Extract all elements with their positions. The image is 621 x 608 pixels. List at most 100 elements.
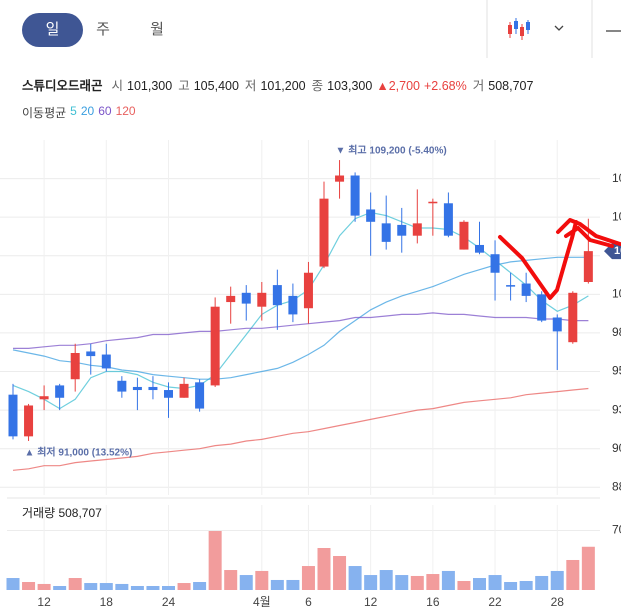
candle-body: [350, 175, 360, 216]
field-value: 101,200: [260, 79, 306, 93]
candle-body: [179, 383, 189, 398]
candle-body: [132, 386, 142, 391]
volume-bar: [255, 570, 269, 590]
candle-body: [412, 223, 422, 236]
candle-body: [552, 317, 562, 332]
volume-bar: [410, 575, 424, 590]
candle-body: [288, 295, 298, 315]
candle-body: [8, 394, 18, 437]
legend-entry: 60: [98, 104, 112, 118]
candle-body: [272, 285, 282, 306]
candle-body: [226, 295, 236, 303]
volume-value: 508,707: [488, 79, 534, 93]
candle-body: [506, 285, 516, 287]
volume-bar: [146, 586, 160, 590]
panel-title: 거래량 508,707: [22, 506, 102, 520]
candle-body: [257, 292, 267, 307]
price-tag-label: 103,300: [614, 245, 621, 257]
field-label: 저: [244, 79, 257, 93]
ma-line: [12, 387, 589, 471]
volume-bar: [53, 586, 67, 590]
volume-bar: [457, 580, 471, 590]
volume-bar: [504, 582, 518, 590]
y-tick-label: 93,000: [612, 402, 621, 416]
marks: ▼ 최고 109,200 (-5.40%) ▲ 최저 91,000 (13.52%…: [6, 144, 621, 590]
volume-bar: [535, 575, 549, 590]
field-label: 고: [178, 79, 190, 93]
volume-bar: [379, 570, 393, 590]
x-tick-label: 4월: [253, 595, 271, 608]
legend-title: 이동평균: [22, 106, 67, 120]
volume-bar: [566, 559, 580, 590]
volume-bar: [37, 583, 51, 590]
candle-body: [164, 390, 173, 398]
candle-body: [195, 382, 205, 409]
candle-body: [568, 292, 578, 343]
field-label: 시: [111, 79, 124, 93]
candle-body: [475, 244, 484, 253]
volume-bar: [193, 582, 207, 590]
x-tick-label: 18: [100, 595, 114, 608]
volume-bar: [22, 582, 36, 590]
volume-bar: [208, 531, 222, 590]
y-tick-label: 105,500: [612, 209, 621, 223]
candle-body: [319, 198, 329, 267]
volume-bar: [364, 575, 378, 590]
legend-entry: 5: [70, 104, 77, 118]
candle-body: [381, 223, 391, 242]
candle-body: [583, 251, 593, 282]
volume-bar: [84, 583, 98, 590]
y-tick-label: 98,000: [612, 325, 621, 339]
candle-body: [521, 283, 531, 296]
legend: 이동평균 5 20 60 120: [22, 104, 136, 121]
volume-bar: [239, 575, 253, 590]
volume-bar: [162, 586, 175, 590]
x-tick-label: 28: [551, 595, 565, 608]
field-label: 종: [311, 79, 324, 93]
volume-bar: [6, 578, 20, 590]
volume-bar: [441, 570, 455, 590]
candle-body: [70, 353, 80, 380]
candle-body: [241, 292, 251, 304]
volume-bar: [333, 556, 347, 590]
tab[interactable]: 월: [150, 21, 164, 38]
x-tick-label: 12: [364, 595, 378, 608]
stock-name: 스튜디오드래곤: [22, 79, 103, 93]
candle-body: [366, 209, 376, 222]
y-tick-label: 90,500: [612, 441, 621, 455]
volume-bar: [301, 566, 315, 590]
field-value: 101,300: [127, 79, 173, 93]
x-tick-label: 24: [162, 595, 176, 608]
ma-line: [13, 312, 589, 349]
volume-bar: [395, 575, 409, 590]
dropdown-chevron[interactable]: [554, 25, 564, 31]
y-tick-label: 700,000: [612, 523, 621, 537]
tab[interactable]: 주: [96, 21, 110, 38]
legend-entry: 20: [80, 104, 95, 118]
volume-bar: [224, 570, 238, 590]
volume-bar: [286, 579, 300, 590]
candle-body: [490, 254, 500, 273]
tab[interactable]: 일: [22, 13, 83, 47]
x-tick-label: 12: [37, 595, 51, 608]
chart-type-icon[interactable]: [508, 18, 530, 40]
volume-bar: [68, 578, 82, 590]
max-annotation: ▼ 최고 109,200 (-5.40%): [336, 144, 447, 157]
volume-bar: [488, 575, 502, 590]
legend-entry: 120: [115, 104, 136, 118]
candle-body: [117, 380, 127, 392]
x-tick-label: 22: [488, 595, 502, 608]
y-tick-label: 95,500: [612, 364, 621, 378]
volume-bar: [317, 548, 331, 590]
y-tick-label: 88,000: [612, 479, 621, 493]
field-value: 105,400: [193, 79, 239, 93]
candle-body: [335, 175, 345, 182]
price-tag: [604, 243, 621, 260]
change: ▲2,700: [376, 79, 420, 93]
volume-bar: [177, 583, 191, 590]
y-tick-label: 100,500: [612, 287, 621, 301]
candle-body: [86, 351, 96, 357]
candle-body: [24, 405, 34, 437]
grid: 88,000 90,500 93,000 95,500 98,000 100,500 103…: [0, 140, 621, 608]
candle-body: [443, 203, 453, 236]
